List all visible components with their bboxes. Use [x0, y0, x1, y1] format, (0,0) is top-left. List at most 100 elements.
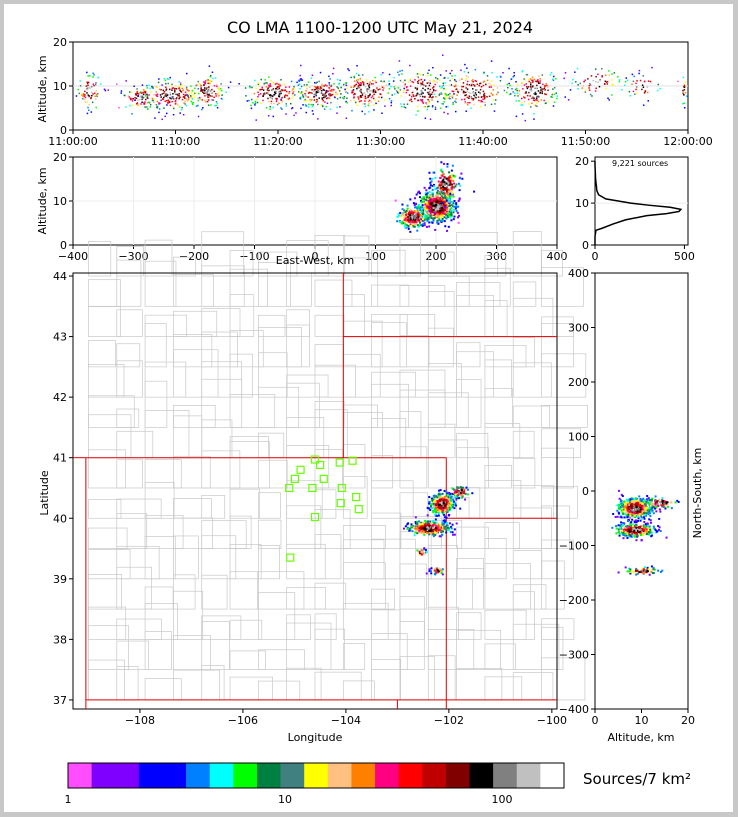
- altitude-time-point: [197, 115, 200, 118]
- altitude-time-point: [317, 91, 319, 94]
- east-west-point: [442, 187, 445, 190]
- altitude-time-point: [423, 106, 425, 108]
- north-south-point: [620, 509, 623, 512]
- county-outline: [229, 268, 268, 307]
- altitude-time-point: [170, 85, 173, 87]
- plan-view-point: [445, 496, 448, 499]
- north-south-point: [623, 516, 626, 519]
- altitude-time-point: [368, 95, 370, 97]
- plan-view-point: [419, 528, 422, 531]
- altitude-time-point: [422, 95, 424, 98]
- lma-station: [336, 499, 345, 508]
- colorbar-swatch: [233, 763, 258, 788]
- north-south-xtick-label: 0: [592, 714, 599, 727]
- east-west-point: [421, 197, 424, 200]
- altitude-time-point: [87, 84, 89, 86]
- plan-view-xtick-label: −108: [125, 714, 155, 727]
- altitude-time-point: [211, 71, 214, 73]
- altitude-time-point: [523, 84, 526, 86]
- north-south-point: [633, 514, 636, 517]
- plan-view-point: [450, 526, 453, 529]
- plan-view-point: [464, 488, 467, 491]
- altitude-time-point: [258, 94, 260, 96]
- altitude-time-point: [677, 80, 679, 83]
- plan-view-point: [439, 527, 442, 530]
- east-west-point: [447, 193, 450, 196]
- altitude-time-point: [451, 97, 454, 99]
- east-west-point: [444, 225, 447, 228]
- north-south-point: [649, 504, 652, 507]
- plan-view-point: [428, 523, 431, 526]
- altitude-time-point: [285, 105, 287, 107]
- altitude-time-point: [416, 92, 419, 95]
- altitude-time-point: [206, 81, 209, 83]
- plan-view-point: [429, 509, 432, 512]
- east-west-point: [437, 200, 440, 203]
- plan-view-point: [425, 531, 428, 534]
- altitude-time-point: [346, 87, 348, 90]
- east-west-point: [429, 184, 432, 187]
- altitude-time-point: [301, 79, 304, 81]
- east-west-point: [440, 188, 443, 191]
- altitude-time-point: [403, 106, 406, 108]
- altitude-time-point: [564, 72, 567, 74]
- altitude-time-point: [538, 96, 540, 98]
- county-outline: [144, 260, 177, 307]
- plan-view-point: [440, 498, 443, 501]
- altitude-time-point: [375, 81, 377, 84]
- plan-view-point: [432, 533, 435, 536]
- plan-view-point: [428, 533, 431, 536]
- plan-view-point: [428, 501, 431, 504]
- east-west-point: [412, 211, 415, 214]
- east-west-point: [453, 186, 456, 189]
- north-south-point: [617, 528, 620, 531]
- east-west-point: [425, 207, 428, 210]
- altitude-time-point: [579, 82, 582, 85]
- county-outline: [399, 314, 436, 337]
- altitude-time-point: [272, 81, 275, 84]
- altitude-time-point: [259, 93, 262, 95]
- altitude-time-point: [466, 104, 469, 106]
- north-south-point: [648, 525, 651, 528]
- altitude-time-point: [413, 95, 415, 97]
- altitude-time-point: [116, 83, 118, 86]
- altitude-time-point: [441, 87, 443, 89]
- east-west-point: [456, 211, 459, 214]
- altitude-time-point: [659, 87, 661, 90]
- altitude-time-point: [537, 79, 539, 81]
- north-south-point: [651, 497, 654, 500]
- county-outline: [371, 249, 406, 277]
- altitude-time-point: [421, 99, 423, 101]
- plan-view-point: [434, 510, 437, 513]
- altitude-time-point: [95, 94, 98, 97]
- east-west-point: [441, 210, 444, 213]
- altitude-time-point: [429, 118, 432, 120]
- altitude-time-point: [268, 86, 270, 88]
- north-south-point: [632, 534, 635, 537]
- altitude-time-point: [508, 82, 510, 85]
- north-south-point: [659, 570, 662, 573]
- north-south-point: [646, 522, 649, 525]
- county-outline: [456, 629, 501, 670]
- altitude-time-point: [274, 83, 277, 85]
- altitude-time-point: [281, 96, 283, 99]
- county-outline: [201, 231, 245, 277]
- county-outline: [541, 404, 588, 428]
- plan-view-point: [450, 527, 453, 530]
- lma-station: [316, 460, 325, 470]
- altitude-time-point: [244, 87, 247, 89]
- altitude-time-point: [476, 83, 478, 85]
- plan-view-point: [445, 528, 448, 531]
- plan-view-point: [421, 530, 424, 533]
- north-south-point: [629, 514, 632, 517]
- east-west-xtick-label: −200: [179, 250, 209, 263]
- altitude-time-point: [217, 96, 220, 98]
- east-west-point: [436, 213, 439, 216]
- plan-view-point: [411, 530, 414, 533]
- altitude-time-point: [266, 83, 269, 85]
- altitude-time-point: [353, 80, 356, 82]
- north-south-point: [620, 521, 623, 524]
- altitude-time-point: [353, 86, 355, 89]
- county-outline: [342, 602, 389, 640]
- altitude-time-point: [595, 80, 597, 83]
